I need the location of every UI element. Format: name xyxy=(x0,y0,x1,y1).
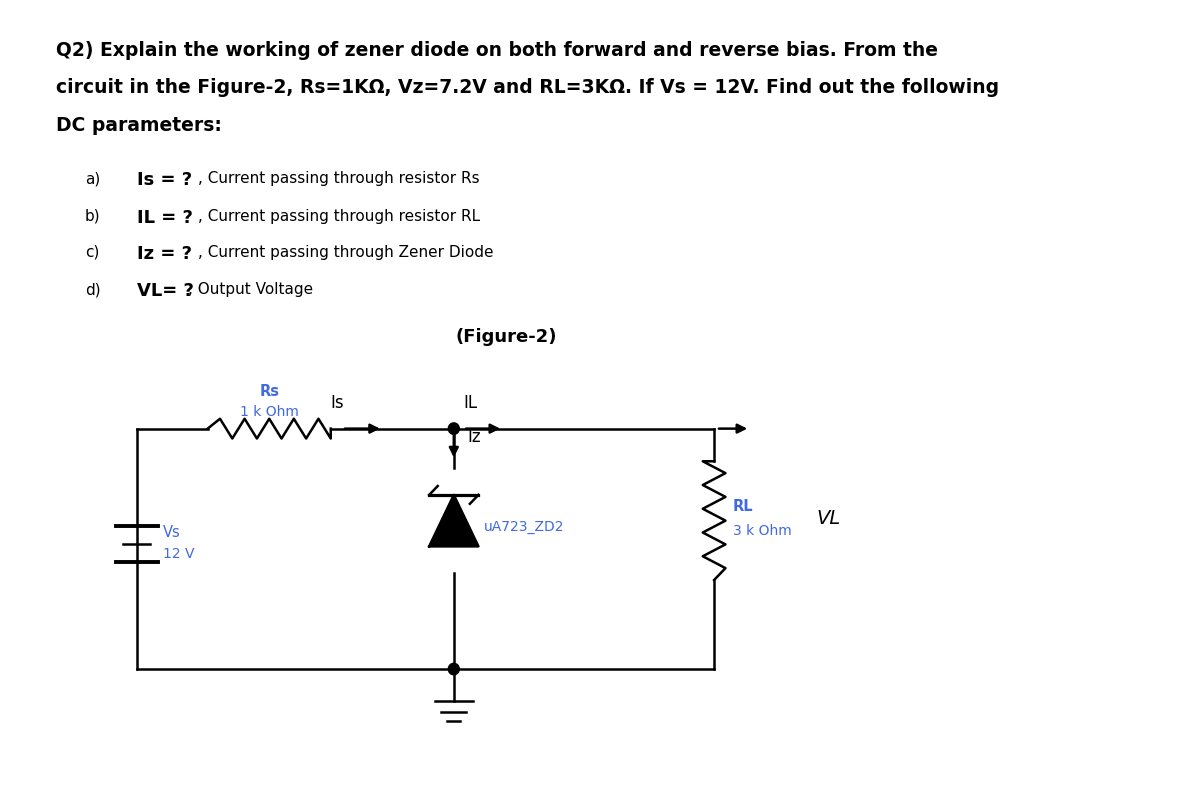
Text: DC parameters:: DC parameters: xyxy=(56,116,222,135)
Text: 3 k Ohm: 3 k Ohm xyxy=(733,523,792,538)
Text: Q2) Explain the working of zener diode on both forward and reverse bias. From th: Q2) Explain the working of zener diode o… xyxy=(56,41,938,60)
Text: d): d) xyxy=(85,283,101,297)
Text: Iz = ?: Iz = ? xyxy=(137,245,192,263)
Text: Is: Is xyxy=(330,394,344,412)
Text: b): b) xyxy=(85,209,101,224)
Circle shape xyxy=(449,423,460,434)
Text: , Current passing through resistor RL: , Current passing through resistor RL xyxy=(198,209,480,224)
Text: Iz: Iz xyxy=(467,427,481,445)
Text: VL= ?: VL= ? xyxy=(137,283,193,300)
Text: Vs: Vs xyxy=(163,524,181,540)
Text: 12 V: 12 V xyxy=(163,547,194,561)
Text: , Output Voltage: , Output Voltage xyxy=(188,283,313,297)
Polygon shape xyxy=(430,495,479,546)
Text: c): c) xyxy=(85,245,100,260)
Text: VL: VL xyxy=(816,509,840,528)
Text: RL: RL xyxy=(733,499,754,514)
Text: (Figure-2): (Figure-2) xyxy=(455,327,557,345)
Text: , Current passing through Zener Diode: , Current passing through Zener Diode xyxy=(198,245,493,260)
Text: Rs: Rs xyxy=(259,384,280,399)
Text: uA723_ZD2: uA723_ZD2 xyxy=(484,519,564,534)
Text: circuit in the Figure-2, Rs=1KΩ, Vz=7.2V and RL=3KΩ. If Vs = 12V. Find out the f: circuit in the Figure-2, Rs=1KΩ, Vz=7.2V… xyxy=(56,79,1000,98)
Circle shape xyxy=(449,663,460,674)
Text: a): a) xyxy=(85,172,100,187)
Text: , Current passing through resistor Rs: , Current passing through resistor Rs xyxy=(198,172,480,187)
Text: Is = ?: Is = ? xyxy=(137,172,192,190)
Text: IL = ?: IL = ? xyxy=(137,209,192,227)
Text: 1 k Ohm: 1 k Ohm xyxy=(240,405,299,419)
Text: IL: IL xyxy=(463,394,478,412)
